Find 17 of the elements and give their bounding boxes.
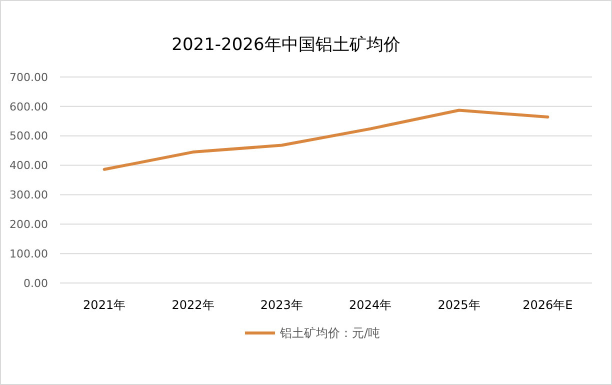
y-tick-label: 300.00 <box>10 188 48 202</box>
y-tick-label: 700.00 <box>10 70 48 84</box>
y-tick-label: 100.00 <box>10 247 48 260</box>
y-tick-label: 200.00 <box>10 218 48 231</box>
chart-title: 2021-2026年中国铝土矿均价 <box>172 35 400 55</box>
x-tick-label: 2025年 <box>438 298 480 312</box>
x-tick-label: 2023年 <box>260 298 303 312</box>
y-tick-label: 400.00 <box>10 159 48 172</box>
legend-label: 铝土矿均价：元/吨 <box>279 326 380 340</box>
y-tick-label: 600.00 <box>10 100 48 114</box>
y-tick-label: 500.00 <box>10 130 48 143</box>
x-tick-label: 2022年 <box>172 298 214 312</box>
y-tick-label: 0.00 <box>24 276 48 290</box>
line-series <box>102 108 550 171</box>
x-tick-label: 2021年 <box>83 298 126 312</box>
x-tick-label: 2024年 <box>349 298 392 312</box>
x-tick-label: 2026年E <box>522 298 573 312</box>
